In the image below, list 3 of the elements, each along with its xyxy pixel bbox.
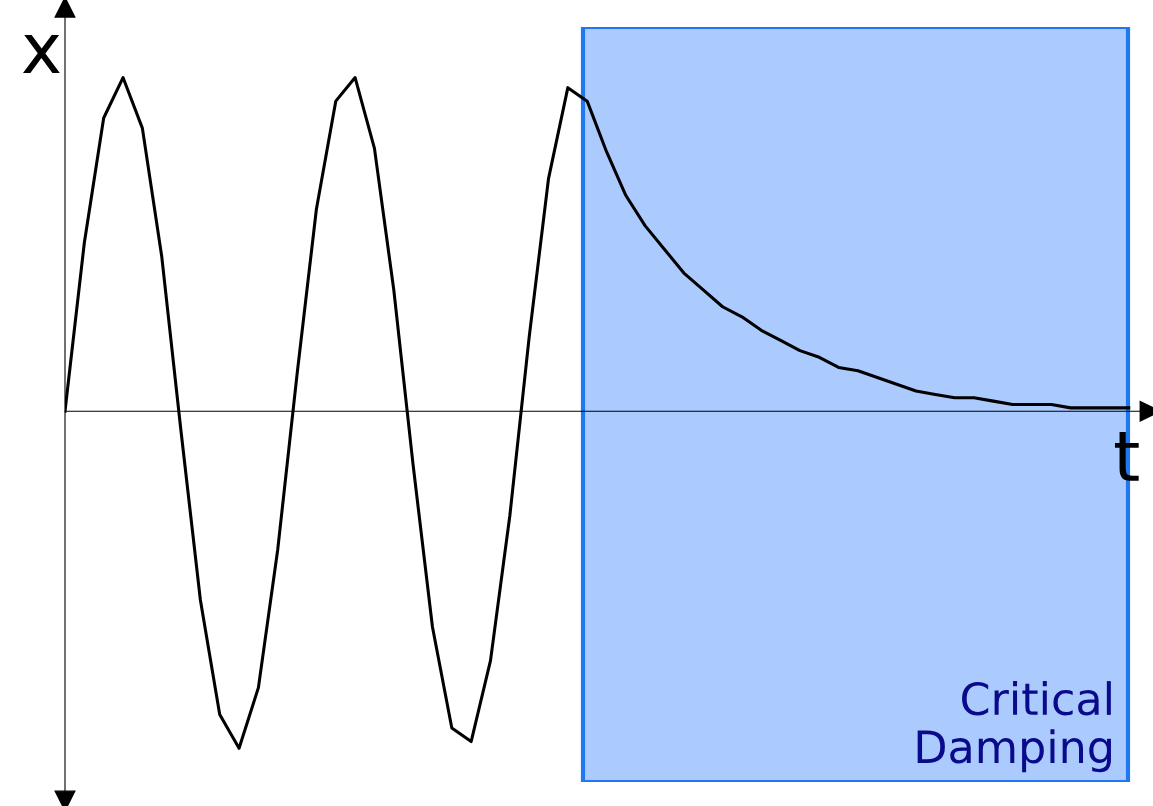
- x-axis-title: t: [1114, 432, 1139, 481]
- annotation: Critical Damping: [917, 681, 1111, 773]
- y-axis-title: x: [22, 35, 60, 74]
